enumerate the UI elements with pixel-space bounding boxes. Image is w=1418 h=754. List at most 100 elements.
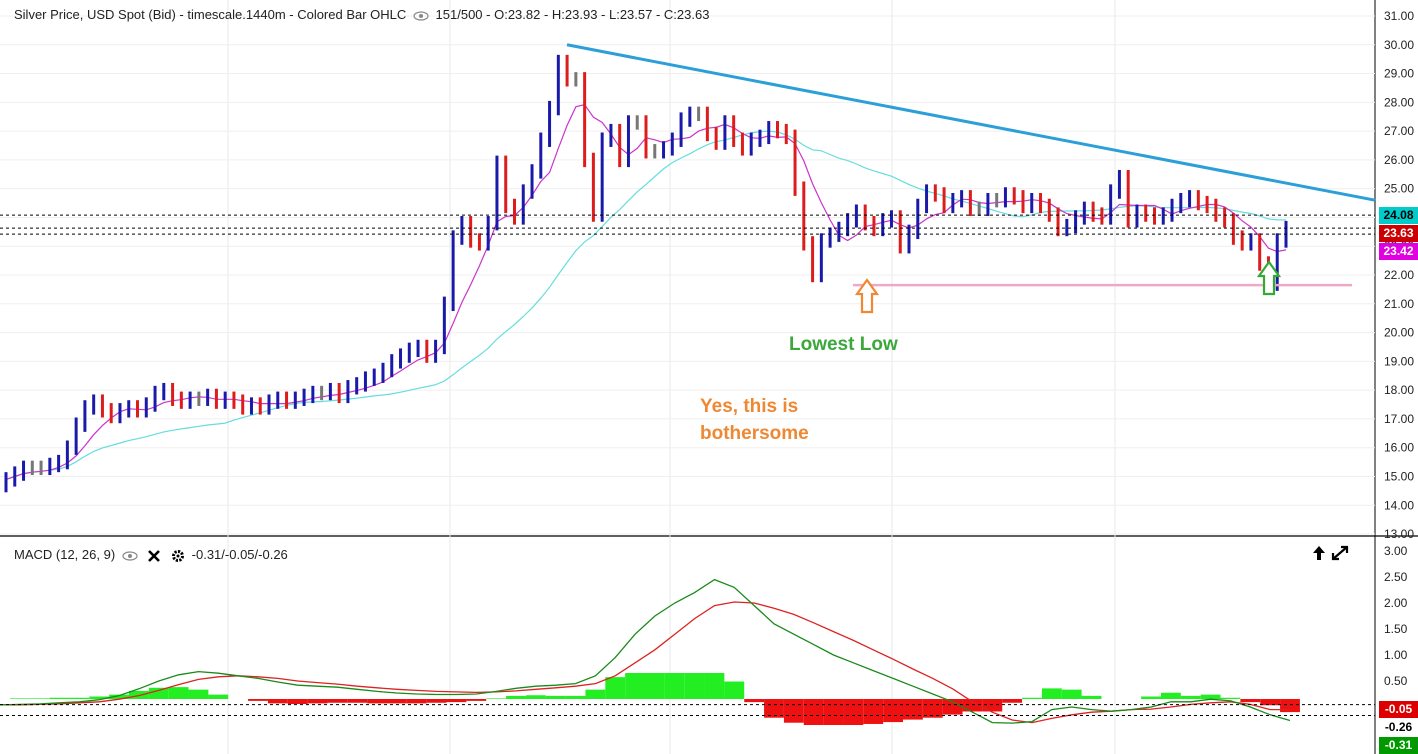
y-tick-label: 16.00 [1384, 441, 1414, 455]
macd-histogram-bar [1061, 689, 1082, 699]
main-chart-title: Silver Price, USD Spot (Bid) - timescale… [14, 7, 407, 22]
annotation-bothersome-line2: bothersome [700, 423, 809, 444]
macd-tag-005: -0.05 [1379, 701, 1418, 718]
macd-line [0, 578, 1291, 724]
ma-fast-line [5, 104, 1287, 480]
eye-icon[interactable] [122, 550, 138, 561]
y-tick-label: 31.00 [1384, 9, 1414, 23]
macd-histogram-bar [1220, 697, 1241, 699]
macd-histogram-bar [466, 699, 487, 701]
macd-tag-026: -0.26 [1379, 719, 1418, 736]
macd-y-tick-label: 2.50 [1384, 570, 1408, 584]
y-tick-label: 13.00 [1384, 527, 1414, 541]
macd-histogram-bar [248, 699, 268, 701]
macd-histogram-bar [307, 699, 328, 704]
macd-histogram-bar [684, 673, 705, 699]
macd-histogram-bar [982, 699, 1003, 712]
macd-histogram-bar [1041, 688, 1062, 699]
macd-histogram-bar [446, 699, 467, 703]
macd-histogram-bar [664, 673, 685, 699]
main-chart-header: Silver Price, USD Spot (Bid) - timescale… [14, 7, 709, 22]
macd-histogram-bar [506, 695, 526, 699]
macd-histogram-bar [1081, 695, 1102, 699]
macd-histogram-bar [724, 681, 745, 699]
macd-histogram-bar [922, 699, 943, 718]
macd-y-tick-label: 0.50 [1384, 674, 1408, 688]
macd-header: MACD (12, 26, 9) -0.31/-0.05/-0.26 [14, 547, 288, 563]
macd-y-tick-label: 3.00 [1384, 544, 1408, 558]
price-tag-24-08: 24.08 [1379, 207, 1418, 224]
macd-histogram-bar [962, 699, 983, 712]
macd-histogram-bar [625, 673, 645, 699]
macd-histogram-bar [843, 699, 864, 725]
price-tag-23-63: 23.63 [1379, 225, 1418, 242]
macd-histogram-bar [525, 695, 546, 699]
annotation-bothersome-line1: Yes, this is [700, 396, 799, 417]
macd-histogram-bar [1141, 696, 1161, 699]
macd-y-tick-label: 1.00 [1384, 648, 1408, 662]
macd-histogram-bar [287, 699, 308, 704]
macd-histogram-bar [148, 687, 169, 699]
macd-y-tick-label: 1.50 [1384, 622, 1408, 636]
arrow-up-icon-lowest-low [854, 278, 880, 314]
macd-histogram-bar [29, 698, 50, 699]
macd-histogram-bar [347, 699, 368, 703]
macd-histogram-bar [942, 699, 963, 715]
macd-signal-line [0, 601, 1290, 724]
macd-histogram-bar [783, 699, 804, 723]
macd-histogram-bar [1200, 694, 1221, 699]
y-tick-label: 21.00 [1384, 297, 1414, 311]
ma-slow-line [5, 130, 1286, 480]
macd-values: -0.31/-0.05/-0.26 [191, 547, 288, 562]
expand-icon[interactable] [1331, 545, 1349, 561]
y-tick-label: 20.00 [1384, 326, 1414, 340]
arrow-up-icon[interactable] [1312, 545, 1326, 561]
y-tick-label: 28.00 [1384, 95, 1414, 109]
price-tag-23-42: 23.42 [1379, 243, 1418, 260]
macd-histogram-bar [387, 699, 407, 704]
macd-histogram-bar [1002, 699, 1023, 703]
macd-histogram-bar [208, 694, 229, 699]
y-tick-label: 18.00 [1384, 383, 1414, 397]
arrow-up-icon-current [1256, 260, 1282, 296]
macd-histogram-bar [1240, 699, 1261, 703]
macd-histogram-bar [883, 699, 903, 723]
macd-histogram-bar [486, 698, 507, 699]
macd-tool-icons [1312, 545, 1349, 566]
y-tick-label: 17.00 [1384, 412, 1414, 426]
macd-histogram-bar [1161, 692, 1181, 699]
macd-histogram-bar [903, 699, 923, 720]
macd-histogram-bar [426, 699, 447, 703]
macd-histogram-bar [1280, 699, 1300, 713]
macd-histogram-bar [704, 673, 725, 699]
eye-icon[interactable] [413, 10, 429, 21]
macd-histogram-bar [565, 695, 586, 699]
macd-histogram-bar [109, 694, 129, 699]
y-tick-label: 29.00 [1384, 67, 1414, 81]
macd-histogram-bar [9, 698, 30, 699]
gear-icon[interactable] [171, 549, 185, 563]
macd-histogram-bar [367, 699, 387, 704]
y-tick-label: 25.00 [1384, 182, 1414, 196]
macd-histogram-bar [327, 699, 348, 703]
macd-histogram-bar [89, 696, 110, 699]
y-tick-label: 30.00 [1384, 38, 1414, 52]
macd-histogram-bar [1260, 699, 1281, 706]
macd-title: MACD (12, 26, 9) [14, 547, 116, 562]
y-tick-label: 14.00 [1384, 498, 1414, 512]
macd-histogram-bar [1180, 695, 1201, 699]
macd-tag-031: -0.31 [1379, 737, 1418, 754]
y-tick-label: 19.00 [1384, 354, 1414, 368]
macd-histogram-bar [69, 697, 90, 699]
macd-histogram-bar [585, 689, 606, 699]
macd-histogram-bar [406, 699, 427, 704]
macd-histogram-bar [605, 677, 626, 699]
macd-histogram-bar [803, 699, 824, 725]
macd-histogram-bar [49, 697, 70, 699]
macd-histogram-bar [168, 687, 189, 699]
y-tick-label: 26.00 [1384, 153, 1414, 167]
annotation-lowest-low: Lowest Low [789, 334, 898, 355]
macd-histogram-bar [764, 699, 784, 718]
close-icon[interactable] [147, 549, 161, 563]
